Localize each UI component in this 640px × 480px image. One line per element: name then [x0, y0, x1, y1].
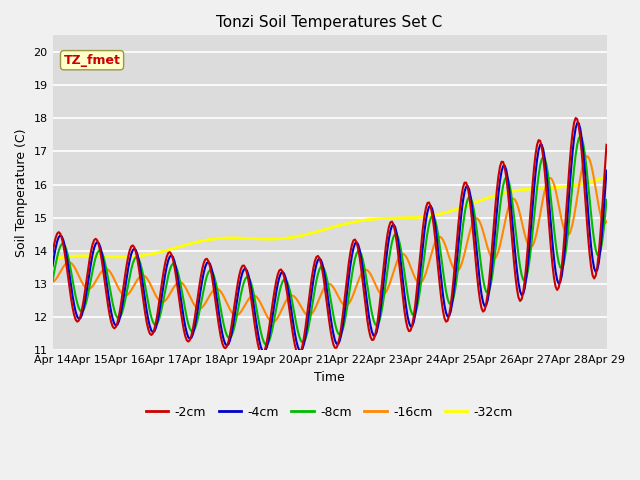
-16cm — [582, 154, 590, 159]
-2cm — [292, 348, 300, 354]
-32cm — [49, 256, 56, 262]
-2cm — [232, 290, 240, 296]
-4cm — [292, 338, 300, 344]
-8cm — [577, 133, 584, 139]
-8cm — [603, 197, 611, 203]
Line: -2cm: -2cm — [52, 118, 607, 355]
-16cm — [573, 194, 581, 200]
-4cm — [603, 168, 611, 174]
-8cm — [232, 316, 240, 322]
Y-axis label: Soil Temperature (C): Soil Temperature (C) — [15, 129, 28, 257]
Text: TZ_fmet: TZ_fmet — [63, 54, 120, 67]
-4cm — [232, 303, 240, 309]
-16cm — [116, 288, 124, 294]
X-axis label: Time: Time — [314, 371, 345, 384]
-8cm — [263, 342, 271, 348]
-16cm — [241, 301, 249, 307]
-32cm — [603, 174, 611, 180]
Legend: -2cm, -4cm, -8cm, -16cm, -32cm: -2cm, -4cm, -8cm, -16cm, -32cm — [141, 401, 518, 424]
Line: -8cm: -8cm — [52, 136, 607, 345]
-32cm — [116, 254, 124, 260]
Line: -32cm: -32cm — [52, 177, 607, 259]
-4cm — [573, 120, 581, 126]
-2cm — [603, 142, 611, 148]
-32cm — [572, 182, 579, 188]
-4cm — [49, 263, 56, 269]
-8cm — [241, 276, 249, 281]
-32cm — [232, 235, 240, 241]
-2cm — [572, 115, 579, 121]
-8cm — [214, 289, 221, 295]
-4cm — [260, 349, 268, 355]
-4cm — [116, 312, 124, 318]
-2cm — [49, 251, 56, 256]
-16cm — [603, 219, 611, 225]
-8cm — [49, 277, 56, 283]
-32cm — [241, 235, 249, 241]
-8cm — [573, 142, 581, 148]
-2cm — [575, 123, 582, 129]
-16cm — [269, 319, 277, 325]
-2cm — [116, 305, 124, 311]
-32cm — [214, 236, 221, 241]
-8cm — [292, 321, 300, 327]
Line: -4cm: -4cm — [52, 123, 607, 352]
-16cm — [232, 312, 240, 318]
-32cm — [291, 234, 299, 240]
-16cm — [49, 279, 56, 285]
Title: Tonzi Soil Temperatures Set C: Tonzi Soil Temperatures Set C — [216, 15, 443, 30]
Line: -16cm: -16cm — [52, 156, 607, 322]
-16cm — [214, 286, 221, 292]
-8cm — [116, 314, 124, 320]
-4cm — [241, 266, 249, 272]
-4cm — [214, 301, 221, 307]
-2cm — [214, 314, 221, 320]
-16cm — [292, 296, 300, 301]
-2cm — [259, 352, 266, 358]
-4cm — [575, 120, 582, 126]
-2cm — [241, 265, 249, 271]
